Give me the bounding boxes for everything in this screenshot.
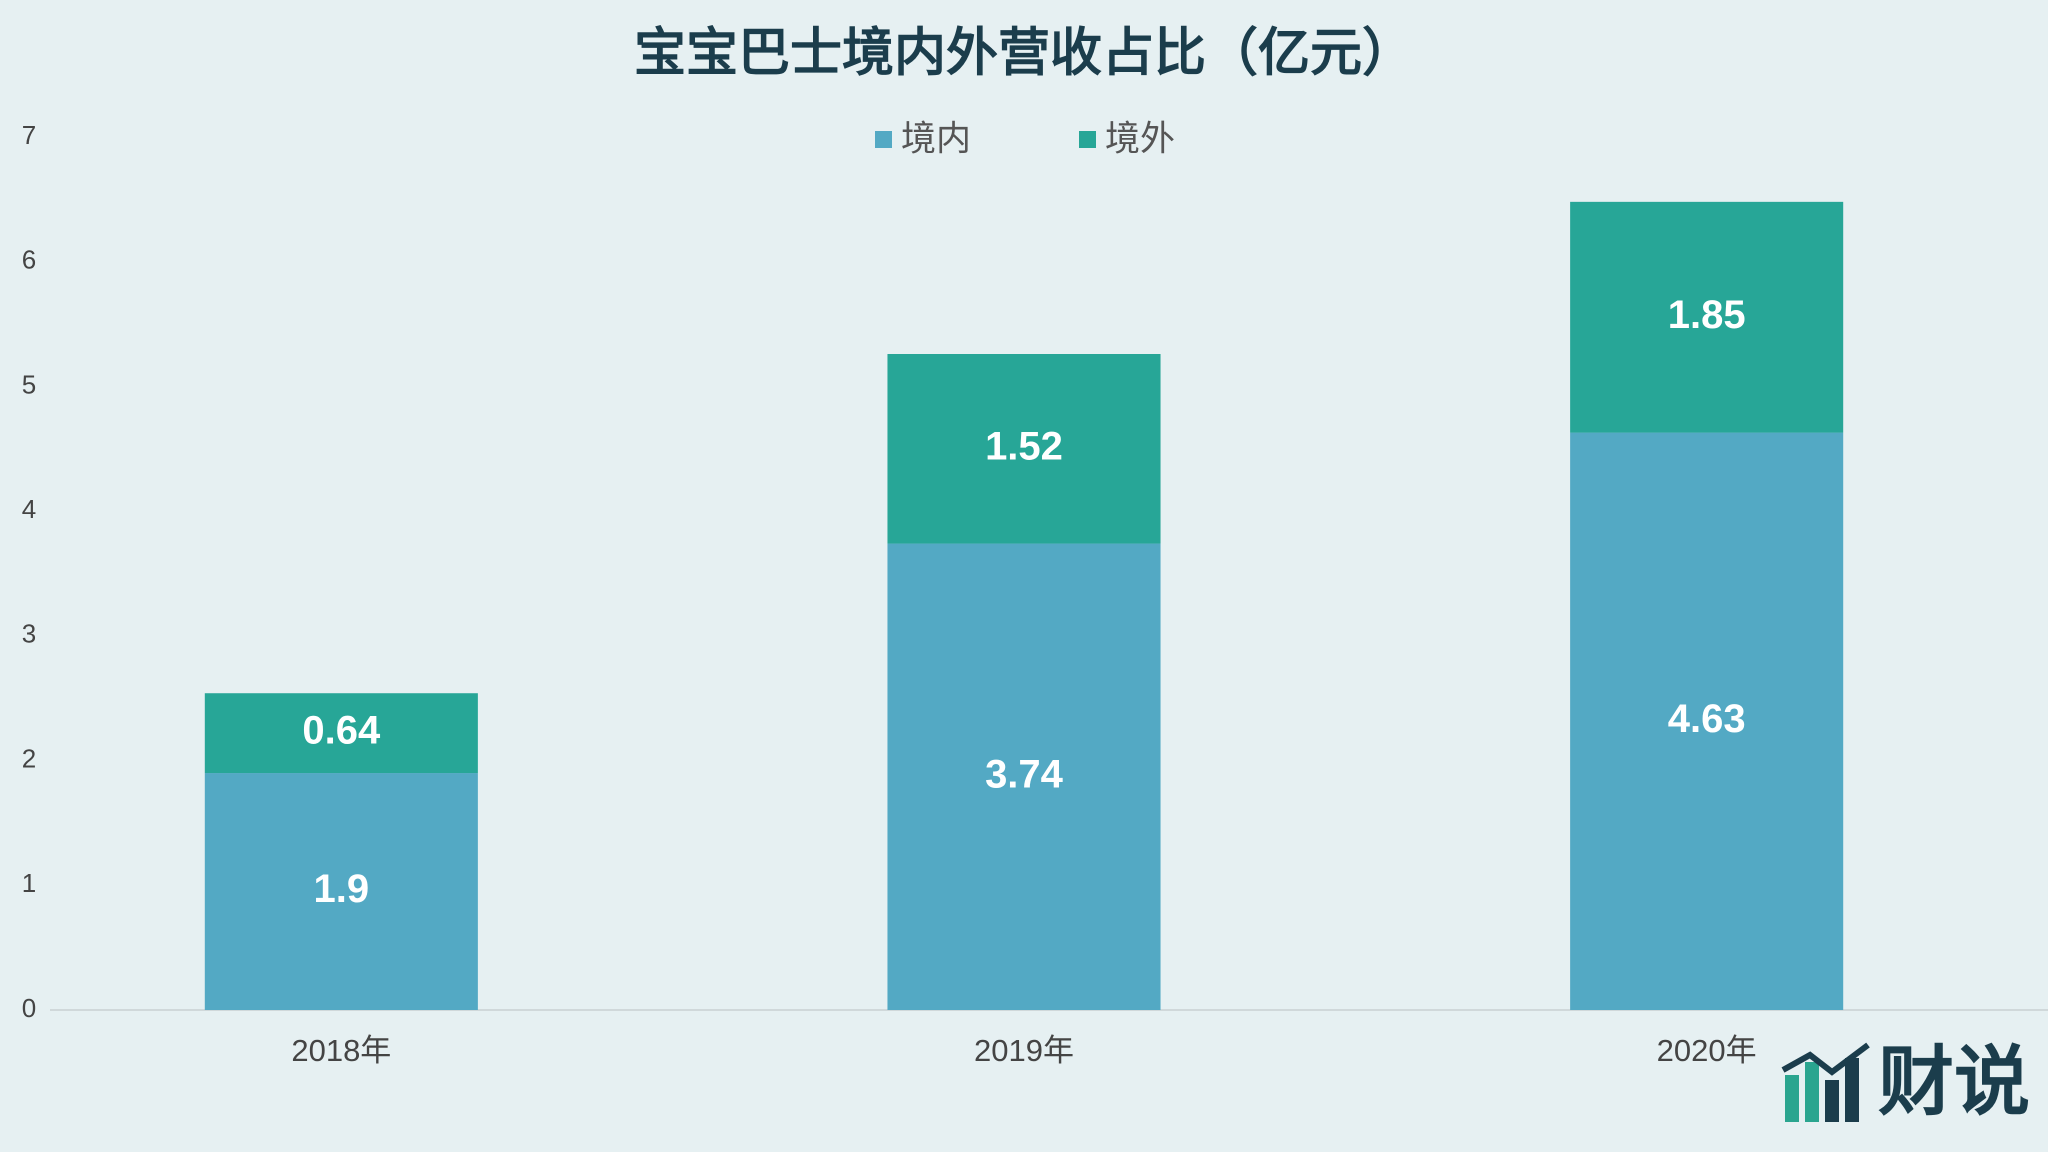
data-label: 1.9 <box>314 867 370 911</box>
legend-label: 境外 <box>1105 119 1175 158</box>
bar-segment <box>204 773 478 1010</box>
logo: 财说 <box>1781 1040 2030 1125</box>
legend-swatch <box>1079 131 1096 148</box>
x-tick-label: 2018年 <box>291 1033 391 1068</box>
bar-segment <box>1570 432 1844 1010</box>
y-tick-label: 6 <box>22 245 36 275</box>
y-tick-label: 1 <box>22 868 36 898</box>
y-tick-label: 4 <box>22 494 36 524</box>
logo-text: 财说 <box>1878 1040 2030 1125</box>
x-tick-label: 2020年 <box>1657 1033 1757 1068</box>
data-label: 1.85 <box>1668 293 1746 337</box>
data-label: 3.74 <box>985 752 1064 796</box>
bar-segment <box>887 543 1161 1010</box>
logo-arrow <box>1781 1042 1870 1076</box>
logo-bar <box>1825 1080 1839 1122</box>
y-tick-label: 5 <box>22 369 36 399</box>
data-label: 4.63 <box>1668 697 1746 741</box>
chart-title: 宝宝巴士境内外营收占比（亿元） <box>634 25 1414 83</box>
legend-swatch <box>875 131 892 148</box>
logo-bar <box>1785 1075 1799 1122</box>
bar-segment <box>204 693 478 774</box>
y-tick-label: 2 <box>22 743 36 773</box>
legend-label: 境内 <box>901 119 971 158</box>
y-tick-label: 7 <box>22 120 36 150</box>
data-label: 1.52 <box>985 424 1063 468</box>
logo-bar <box>1845 1058 1859 1122</box>
bar-segment <box>887 354 1161 544</box>
bar-segment <box>1570 201 1844 433</box>
y-tick-label: 0 <box>22 993 36 1023</box>
y-tick-label: 3 <box>22 619 36 649</box>
x-tick-label: 2019年 <box>974 1033 1074 1068</box>
data-label: 0.64 <box>302 709 381 753</box>
logo-bar <box>1805 1062 1819 1122</box>
